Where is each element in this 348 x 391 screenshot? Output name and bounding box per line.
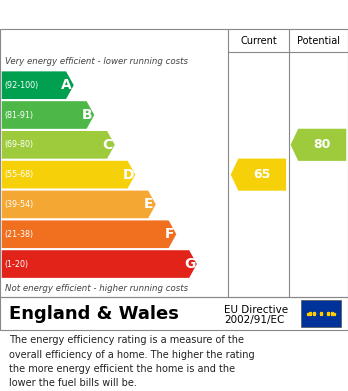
Text: A: A: [61, 78, 72, 92]
Text: (69-80): (69-80): [5, 140, 34, 149]
Polygon shape: [2, 72, 74, 99]
Polygon shape: [2, 221, 176, 248]
Text: Current: Current: [240, 36, 277, 46]
Text: Energy Efficiency Rating: Energy Efficiency Rating: [9, 8, 229, 23]
Text: EU Directive: EU Directive: [224, 305, 288, 315]
Bar: [301, 300, 341, 327]
Text: B: B: [82, 108, 92, 122]
Text: Not energy efficient - higher running costs: Not energy efficient - higher running co…: [5, 283, 188, 292]
Text: The energy efficiency rating is a measure of the
overall efficiency of a home. T: The energy efficiency rating is a measur…: [9, 335, 254, 388]
Text: D: D: [122, 168, 134, 182]
Text: (55-68): (55-68): [5, 170, 34, 179]
Polygon shape: [291, 129, 346, 161]
Text: England & Wales: England & Wales: [9, 305, 179, 323]
Text: Potential: Potential: [297, 36, 340, 46]
Polygon shape: [2, 190, 156, 218]
Polygon shape: [231, 159, 286, 191]
Text: G: G: [184, 257, 195, 271]
Polygon shape: [2, 161, 135, 188]
Text: (39-54): (39-54): [5, 200, 34, 209]
Text: (92-100): (92-100): [5, 81, 39, 90]
Text: (81-91): (81-91): [5, 111, 34, 120]
Polygon shape: [2, 101, 94, 129]
Text: (1-20): (1-20): [5, 260, 29, 269]
Text: 65: 65: [254, 168, 271, 181]
Text: 80: 80: [314, 138, 331, 151]
Polygon shape: [2, 131, 115, 159]
Text: (21-38): (21-38): [5, 230, 34, 239]
Polygon shape: [2, 250, 197, 278]
Text: F: F: [164, 227, 174, 241]
Text: Very energy efficient - lower running costs: Very energy efficient - lower running co…: [5, 57, 188, 66]
Text: C: C: [102, 138, 113, 152]
Text: 2002/91/EC: 2002/91/EC: [224, 315, 285, 325]
Text: E: E: [144, 197, 153, 212]
